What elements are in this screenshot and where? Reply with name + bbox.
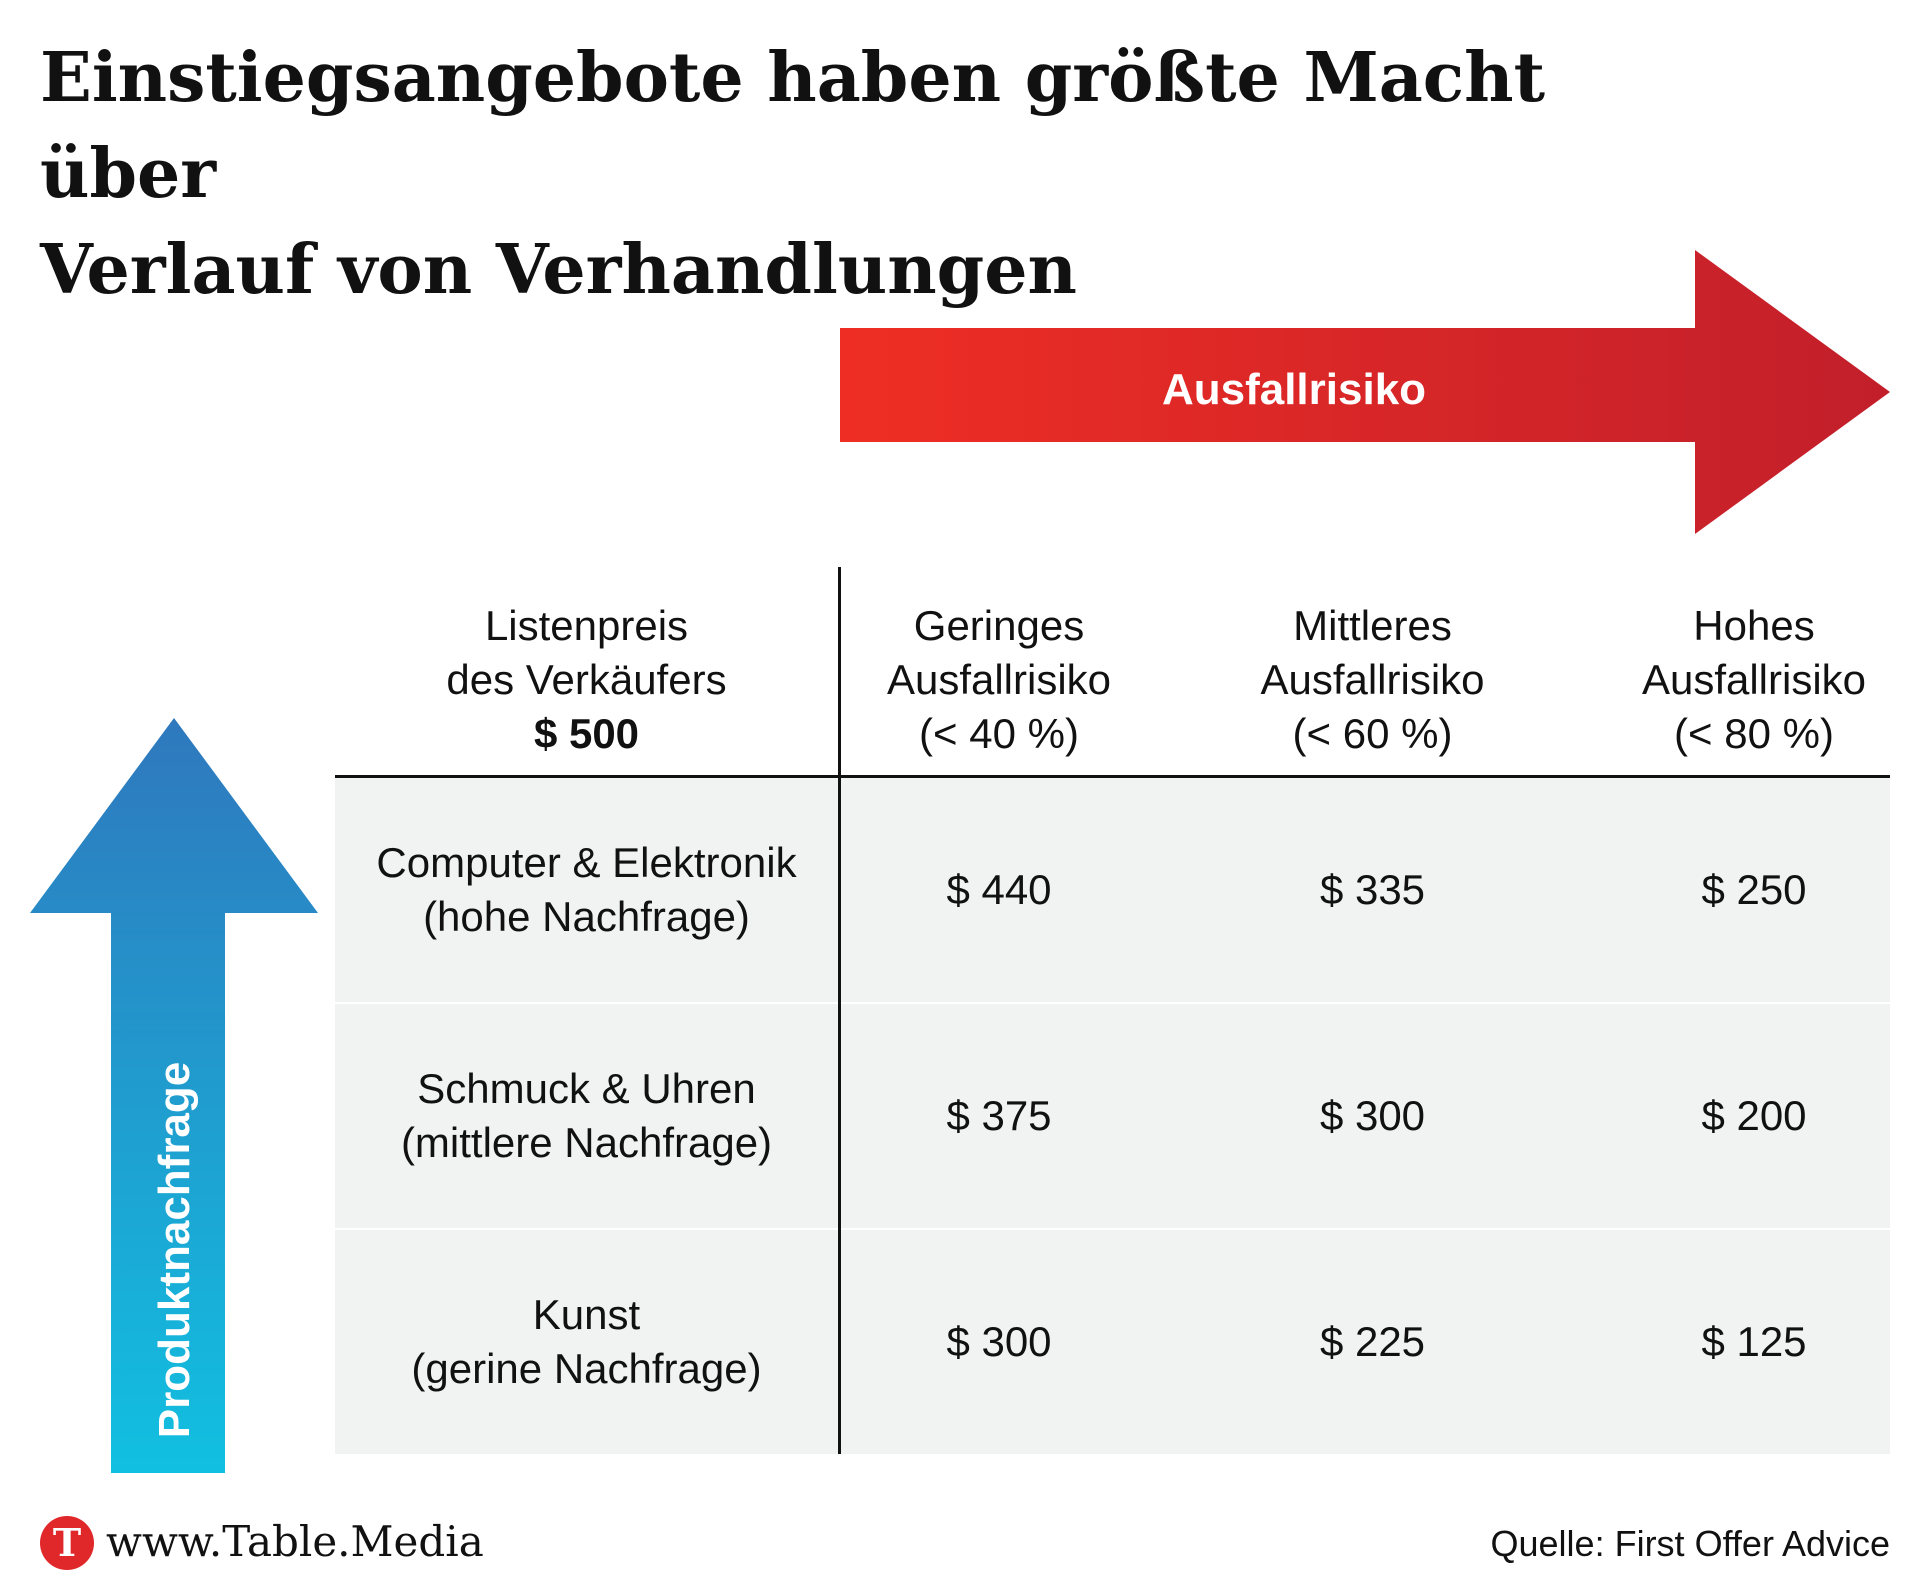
table-cell: $ 200: [1701, 1092, 1807, 1139]
row-separator: [335, 1228, 1890, 1230]
header-divider: [335, 775, 1890, 778]
row-label-electronics: Computer & Elektronik (hohe Nachfrage): [376, 839, 797, 940]
table-cell: $ 125: [1701, 1318, 1807, 1365]
table-row-bg-2: [335, 1004, 1890, 1228]
title-line-1: Einstiegsangebote haben größte Macht übe…: [40, 38, 1546, 214]
table-cell: $ 375: [946, 1092, 1052, 1139]
row-label-art: Kunst (gerine Nachfrage): [411, 1291, 762, 1392]
arrow-up-icon: [30, 718, 318, 1473]
page-title: Einstiegsangebote haben größte Macht übe…: [40, 30, 1740, 318]
header-high-risk: Hohes Ausfallrisiko (< 80 %): [1641, 602, 1867, 757]
table-cell: $ 300: [946, 1318, 1052, 1365]
footer-url[interactable]: www.Table.Media: [106, 1517, 484, 1566]
table-cell: $ 225: [1319, 1318, 1426, 1365]
list-price-value: $ 500: [533, 710, 640, 757]
header-low-risk: Geringes Ausfallrisiko (< 40 %): [886, 602, 1112, 757]
row-label-jewelry: Schmuck & Uhren (mittlere Nachfrage): [400, 1065, 773, 1166]
arrow-right-icon: [840, 250, 1890, 534]
row-separator: [335, 1002, 1890, 1004]
title-line-2: Verlauf von Verhandlungen: [40, 230, 1077, 310]
table-cell: $ 250: [1701, 866, 1807, 913]
table-media-logo: T: [40, 1516, 94, 1570]
table-cell: $ 300: [1319, 1092, 1426, 1139]
footer-source: Quelle: First Offer Advice: [1490, 1523, 1890, 1564]
risk-arrow-label: Ausfallrisiko: [1161, 365, 1427, 414]
table-row-bg-3: [335, 1230, 1890, 1454]
table-cell: $ 335: [1319, 866, 1426, 913]
table-row-bg-1: [335, 778, 1890, 1002]
table-cell: $ 440: [946, 866, 1052, 913]
header-list-price: Listenpreis des Verkäufers $ 500: [335, 590, 838, 770]
header-medium-risk: Mittleres Ausfallrisiko (< 60 %): [1260, 602, 1485, 757]
column-divider: [838, 567, 841, 1454]
